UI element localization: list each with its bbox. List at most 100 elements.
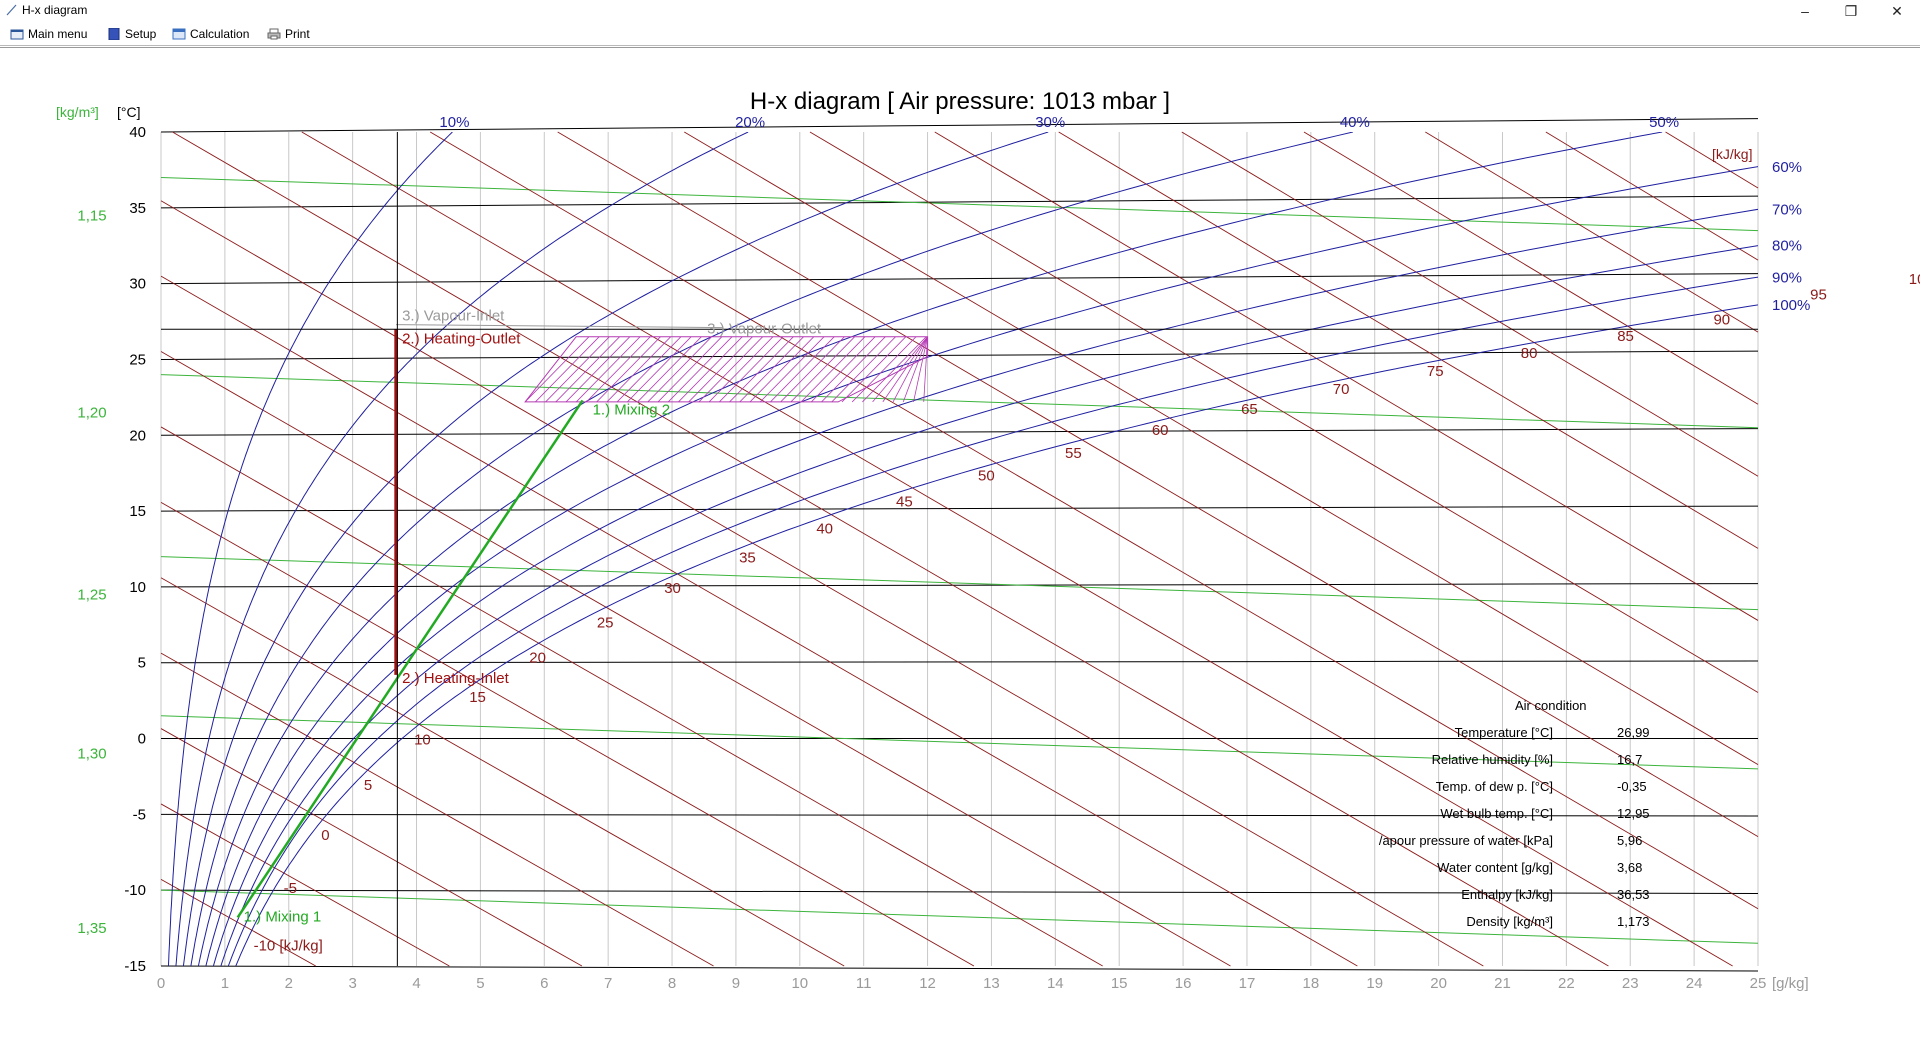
printer-icon — [267, 28, 281, 40]
close-button[interactable]: ✕ — [1891, 3, 1903, 19]
comfort-zone-hatch — [892, 336, 928, 403]
enthalpy-label: 5 — [364, 777, 372, 794]
chart-title: H-x diagram [ Air pressure: 1013 mbar ] — [750, 88, 1170, 115]
process-point-label: 3.) Vapour-Inlet — [402, 308, 505, 325]
enthalpy-line — [160, 652, 714, 967]
comfort-zone-hatch — [688, 336, 753, 403]
air-condition-row: Wet bulb temp. [°C] 12,95 — [1380, 806, 1680, 824]
air-condition-label: /apour pressure of water [kPa] — [1378, 833, 1553, 848]
enthalpy-line — [1425, 131, 1759, 333]
rh-label: 70% — [1772, 201, 1802, 218]
air-condition-label: Temp. of dew p. [°C] — [1435, 779, 1553, 794]
x-tick-label: 17 — [1239, 975, 1256, 992]
x-tick-label: 11 — [856, 975, 872, 992]
comfort-zone-hatch — [667, 336, 733, 403]
menu-setup[interactable]: Setup — [107, 26, 156, 42]
comfort-zone-hatch — [872, 336, 928, 403]
x-tick-label: 12 — [919, 975, 936, 992]
main-menu-icon — [10, 29, 24, 40]
rh-curve — [235, 304, 1758, 966]
y-axis-unit: [°C] — [117, 104, 141, 120]
enthalpy-label: 70 — [1333, 381, 1350, 398]
enthalpy-label: 20 — [529, 650, 546, 667]
rh-label: 80% — [1772, 238, 1802, 255]
air-condition-value: 36,53 — [1617, 887, 1650, 902]
air-condition-row: Relative humidity [%] 16,7 — [1380, 752, 1680, 770]
enthalpy-line — [1303, 131, 1759, 405]
density-tick-label: 1,35 — [77, 920, 106, 937]
window-title: H-x diagram — [22, 3, 88, 17]
comfort-zone-hatch — [729, 336, 794, 403]
isotherm-line — [160, 273, 1759, 285]
rh-label: 100% — [1772, 297, 1810, 314]
x-tick-label: 6 — [540, 975, 548, 992]
x-tick-label: 15 — [1111, 975, 1128, 992]
menu-main[interactable]: Main menu — [10, 26, 87, 42]
isotherm-line — [160, 350, 1759, 360]
enthalpy-line — [160, 878, 316, 967]
x-tick-label: 20 — [1430, 975, 1447, 992]
comfort-zone-hatch — [637, 336, 702, 403]
enthalpy-label: 15 — [469, 689, 486, 706]
density-tick-label: 1,25 — [77, 586, 106, 603]
comfort-zone-hatch — [882, 336, 928, 403]
enthalpy-label: 55 — [1065, 445, 1082, 462]
enthalpy-line — [1058, 131, 1759, 549]
menu-calculation[interactable]: Calculation — [172, 26, 249, 42]
air-condition-row: Temperature [°C] 26,99 — [1380, 725, 1680, 743]
enthalpy-line — [160, 200, 1484, 967]
setup-icon — [108, 28, 120, 40]
process-point-label: 1.) Mixing 1 — [244, 908, 322, 925]
enthalpy-line — [160, 728, 583, 967]
y-tick-label: 25 — [129, 351, 146, 368]
comfort-zone-hatch — [616, 336, 682, 403]
y-tick-label: 40 — [129, 124, 146, 141]
enthalpy-label: 100 — [1909, 271, 1920, 288]
x-tick-label: 16 — [1175, 975, 1192, 992]
rh-label: 50% — [1649, 114, 1679, 131]
comfort-zone-hatch — [851, 336, 917, 403]
x-tick-label: 21 — [1494, 975, 1511, 992]
x-tick-label: 2 — [285, 975, 293, 992]
minimize-button[interactable]: – — [1801, 3, 1809, 19]
enthalpy-label: 95 — [1810, 286, 1827, 303]
isotherm-line — [160, 813, 1759, 817]
isotherm-line — [160, 889, 1759, 895]
menu-print[interactable]: Print — [267, 26, 310, 42]
enthalpy-label: 85 — [1617, 328, 1634, 345]
rh-curve — [168, 132, 453, 966]
rh-label: 30% — [1035, 114, 1065, 131]
air-condition-value: 5,96 — [1617, 833, 1643, 848]
comfort-zone-hatch — [606, 336, 672, 403]
hx-chart: H-x diagram [ Air pressure: 1013 mbar ] 0… — [56, 88, 1920, 992]
comfort-zone-hatch — [811, 336, 876, 403]
x-tick-label: 25 — [1750, 975, 1767, 992]
comfort-zone-hatch — [678, 336, 743, 403]
rh-label: 20% — [735, 114, 765, 131]
app-icon — [6, 4, 17, 16]
comfort-zone-hatch — [821, 336, 886, 403]
density-tick-label: 1,15 — [77, 207, 106, 224]
comfort-zone-hatch — [586, 336, 651, 403]
x-tick-label: 5 — [476, 975, 484, 992]
comfort-zone-hatch — [770, 336, 835, 403]
vapour-process-line — [396, 324, 724, 329]
comfort-zone-hatch — [923, 336, 928, 402]
enthalpy-line — [160, 803, 450, 967]
enthalpy-label: 35 — [739, 550, 756, 567]
air-condition-row: /apour pressure of water [kPa] 5,96 — [1378, 833, 1680, 851]
process-point-label: 2.) Heating-Inlet — [402, 670, 510, 687]
menu-print-label: Print — [285, 27, 310, 41]
rh-curve — [212, 208, 1758, 966]
enthalpy-line — [1545, 131, 1759, 261]
restore-button[interactable]: ❐ — [1844, 3, 1858, 19]
comfort-zone-hatch — [749, 336, 815, 403]
isotherm-line — [160, 118, 1759, 133]
enthalpy-label: 75 — [1427, 363, 1444, 380]
calculation-icon — [172, 28, 186, 40]
enthalpy-line — [301, 131, 1733, 967]
air-condition-value: 26,99 — [1617, 725, 1650, 740]
enthalpy-line — [557, 131, 1759, 838]
comfort-zone-hatch — [759, 336, 825, 403]
x-tick-label: 3 — [348, 975, 356, 992]
